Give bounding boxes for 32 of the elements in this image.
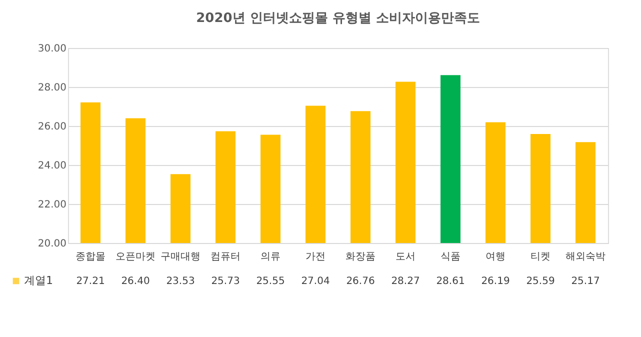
y-tick-label: 26.00	[38, 122, 66, 132]
y-tick-label: 28.00	[38, 82, 66, 94]
x-tick-label: 도서	[396, 252, 416, 262]
data-label: 26.76	[346, 276, 375, 287]
data-label: 27.04	[301, 276, 330, 287]
x-tick-label: 해외숙박	[566, 252, 606, 262]
data-label: 25.59	[526, 276, 555, 287]
data-label: 25.73	[211, 276, 240, 287]
y-tick-label: 30.00	[38, 44, 66, 54]
x-tick-label: 여행	[486, 252, 506, 262]
data-label: 28.27	[391, 276, 420, 287]
y-tick-label: 24.00	[38, 160, 66, 172]
x-tick-label: 컴퓨터	[210, 252, 240, 262]
data-label: 25.17	[571, 276, 600, 287]
x-tick-label: 의류	[260, 252, 280, 262]
x-tick-label: 화장품	[346, 252, 376, 262]
data-label: 23.53	[166, 276, 195, 287]
y-tick-label: 22.00	[38, 200, 66, 210]
legend-label: 계열1	[24, 274, 53, 287]
data-label: 28.61	[436, 276, 465, 287]
x-tick-label: 구매대행	[160, 252, 200, 262]
y-tick-label: 20.00	[38, 238, 66, 250]
chart-title: 2020년 인터넷쇼핑몰 유형별 소비자이용만족도	[196, 11, 480, 26]
data-label: 26.19	[481, 276, 510, 287]
x-tick-label: 식품	[440, 252, 460, 262]
x-tick-label: 가전	[306, 252, 326, 262]
x-tick-label: 종합몰	[76, 252, 106, 262]
data-label: 26.40	[121, 276, 150, 287]
data-label: 25.55	[256, 276, 285, 287]
data-label: 27.21	[76, 276, 105, 287]
x-tick-label: 티켓	[530, 252, 550, 262]
x-tick-label: 오픈마켓	[116, 252, 156, 262]
